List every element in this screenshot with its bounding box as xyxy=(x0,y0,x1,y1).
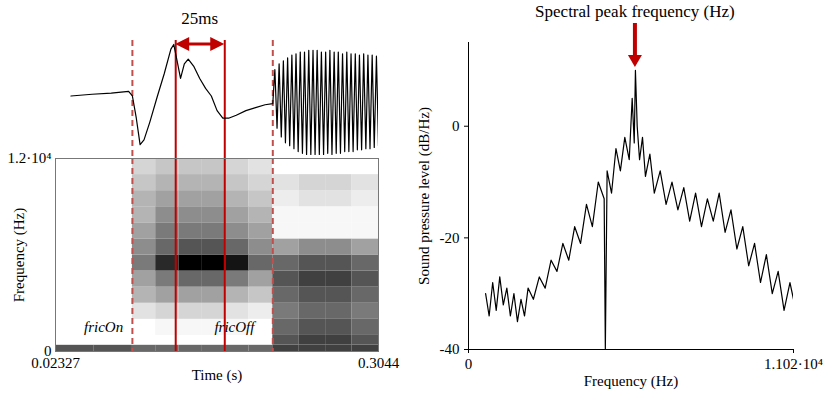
svg-text:fricOff: fricOff xyxy=(214,319,256,335)
svg-text:1.2·10⁴: 1.2·10⁴ xyxy=(8,150,52,166)
svg-text:25ms: 25ms xyxy=(181,9,218,28)
svg-text:1.102·10⁴: 1.102·10⁴ xyxy=(764,356,823,372)
svg-text:-40: -40 xyxy=(440,341,460,357)
svg-text:0: 0 xyxy=(44,343,52,360)
svg-text:Sound pressure level (dB/Hz): Sound pressure level (dB/Hz) xyxy=(416,107,433,285)
svg-text:-20: -20 xyxy=(440,230,460,246)
svg-text:fricOn: fricOn xyxy=(84,319,123,335)
svg-text:Spectral peak frequency (Hz): Spectral peak frequency (Hz) xyxy=(535,2,735,21)
svg-text:0: 0 xyxy=(465,356,473,372)
svg-text:Frequency (Hz): Frequency (Hz) xyxy=(11,208,28,303)
svg-text:Frequency (Hz): Frequency (Hz) xyxy=(584,373,679,390)
svg-text:0.3044: 0.3044 xyxy=(358,355,400,371)
svg-text:Time (s): Time (s) xyxy=(192,367,243,384)
svg-text:0: 0 xyxy=(452,118,460,134)
svg-text:0.02327: 0.02327 xyxy=(31,355,80,371)
